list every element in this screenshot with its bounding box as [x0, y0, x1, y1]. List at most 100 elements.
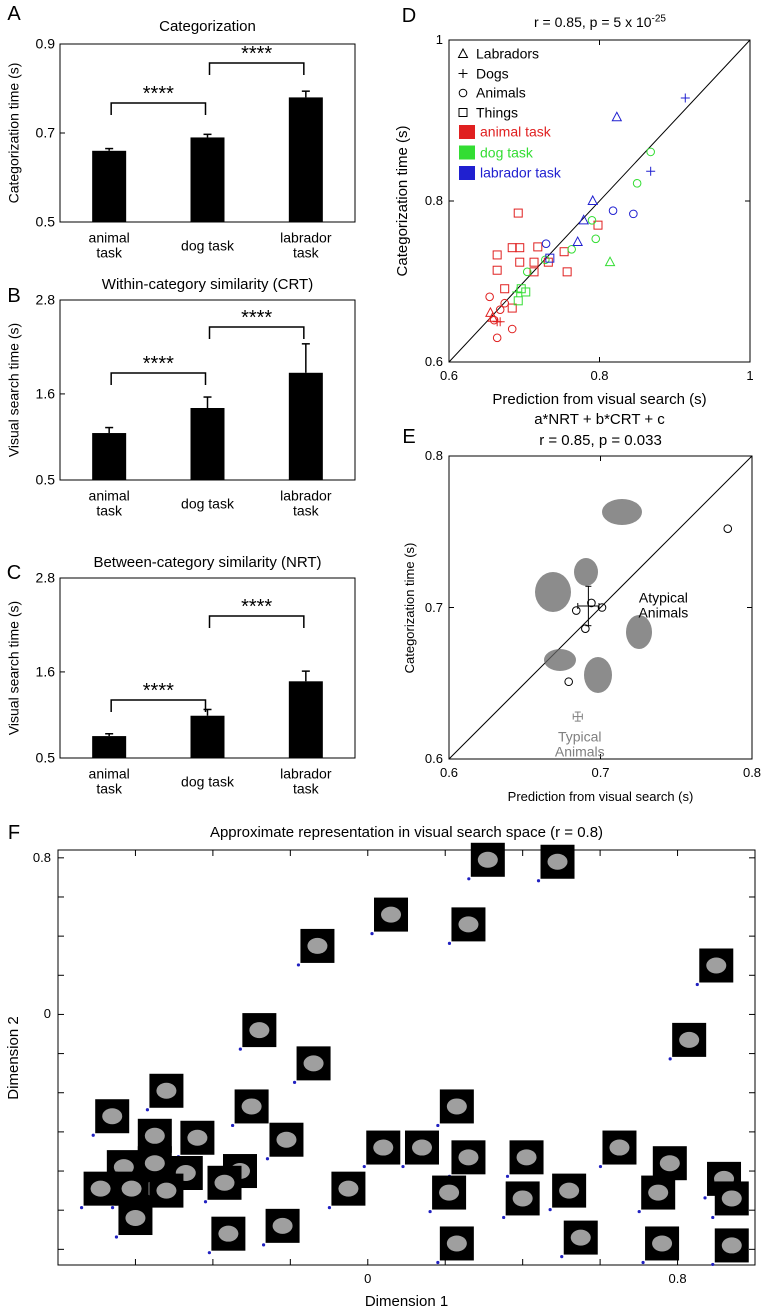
point [646, 147, 655, 157]
thumbnail-object [373, 1139, 394, 1156]
point [507, 243, 517, 253]
x-axis-label: a*NRT + b*CRT + c [534, 410, 665, 428]
thumbnail-object [156, 1082, 177, 1099]
y-tick-label: 1.6 [35, 385, 55, 402]
point [500, 298, 509, 308]
animal-image [574, 558, 598, 586]
thumbnail-object [144, 1127, 165, 1144]
point-dot [238, 1047, 242, 1051]
point-dot [536, 879, 541, 883]
bar [288, 372, 323, 480]
point [500, 284, 510, 294]
thumbnail-object [411, 1139, 432, 1156]
x-tick-label: labrador task [280, 229, 332, 261]
thumbnail-object [156, 1182, 177, 1199]
y-tick-label: 0.6 [424, 750, 443, 766]
x-tick-label: animal task [88, 487, 130, 519]
point-dot [436, 1260, 440, 1265]
thumbnail-object [721, 1190, 742, 1207]
title-text: r = 0.85, p = 5 x 10 [534, 14, 652, 31]
bar [190, 137, 225, 222]
point-dot [668, 1057, 672, 1061]
point [515, 243, 525, 253]
point-dot [711, 1262, 715, 1267]
point-dot [362, 1164, 366, 1169]
x-tick-label: labrador task [280, 487, 332, 519]
y-axis-label: Visual search time (s) [5, 600, 22, 736]
y-tick-label: 0.8 [424, 447, 443, 463]
point-dot [560, 1254, 564, 1259]
thumbnail-object [276, 1131, 297, 1148]
point [629, 209, 638, 219]
x-axis-label: Dimension 1 [364, 1292, 449, 1310]
point [597, 603, 607, 612]
chart-title: Approximate representation in visual sea… [209, 823, 604, 841]
significance-bracket [110, 699, 207, 712]
point-dot [79, 1206, 84, 1210]
point [529, 257, 539, 267]
point [541, 239, 551, 248]
thumbnail-object [679, 1031, 700, 1048]
identity-line [448, 455, 753, 760]
point [571, 606, 581, 615]
bar [92, 433, 127, 480]
point-dot [370, 931, 374, 936]
y-tick-label: 0.5 [35, 213, 55, 230]
point [559, 247, 569, 257]
thumbnail-object [439, 1184, 460, 1201]
y-axis-label: Categorization time (s) [5, 62, 22, 204]
point-dot [637, 1209, 641, 1214]
x-tick-label: 0.8 [668, 1270, 687, 1286]
panel-label: F [7, 822, 21, 844]
point-dot [114, 1235, 119, 1239]
y-axis-label: Categorization time (s) [401, 542, 417, 673]
animal-image [626, 615, 652, 649]
x-tick-label: 1 [746, 367, 754, 383]
legend-label: Dogs [476, 64, 509, 81]
point [604, 256, 616, 267]
point [572, 235, 584, 247]
point [516, 284, 526, 294]
legend-label: labrador task [480, 164, 561, 181]
point-dot [110, 1206, 115, 1210]
legend-marker [457, 47, 469, 58]
thumbnail-object [512, 1190, 533, 1207]
point [562, 267, 572, 277]
point [515, 257, 525, 267]
bar [190, 408, 225, 480]
y-tick-label: 0 [43, 1006, 51, 1022]
x-tick-label: 0.8 [742, 764, 762, 780]
significance-label: **** [241, 596, 273, 618]
panel-label: E [402, 426, 416, 448]
y-axis-label: Dimension 2 [4, 1015, 22, 1100]
point [507, 303, 517, 313]
significance-label: **** [142, 83, 174, 105]
bar [92, 736, 127, 758]
legend-label: Labradors [476, 45, 540, 62]
legend-swatch [459, 125, 475, 139]
point [485, 306, 496, 317]
point [646, 166, 656, 176]
point-dot [91, 1133, 95, 1137]
legend-marker [458, 88, 468, 98]
chart-title: Between-category similarity (NRT) [93, 553, 322, 571]
point-dot [467, 877, 471, 881]
thumbnail-object [446, 1098, 467, 1115]
point-dot [203, 1200, 208, 1204]
point-dot [436, 1123, 440, 1128]
x-tick-label: 0.7 [591, 764, 610, 780]
thumbnail-object [90, 1180, 111, 1197]
panel-label: C [6, 562, 22, 584]
point-dot [505, 1174, 510, 1178]
significance-bracket [110, 102, 207, 115]
significance-bracket [208, 326, 305, 339]
thumbnail-object [187, 1129, 208, 1146]
identity-line [448, 39, 751, 363]
x-tick-label: 0 [364, 1270, 372, 1286]
bar [190, 715, 225, 758]
y-tick-label: 1 [435, 31, 443, 47]
y-axis-label: Categorization time (s) [393, 125, 411, 277]
thumbnail-object [570, 1229, 591, 1246]
